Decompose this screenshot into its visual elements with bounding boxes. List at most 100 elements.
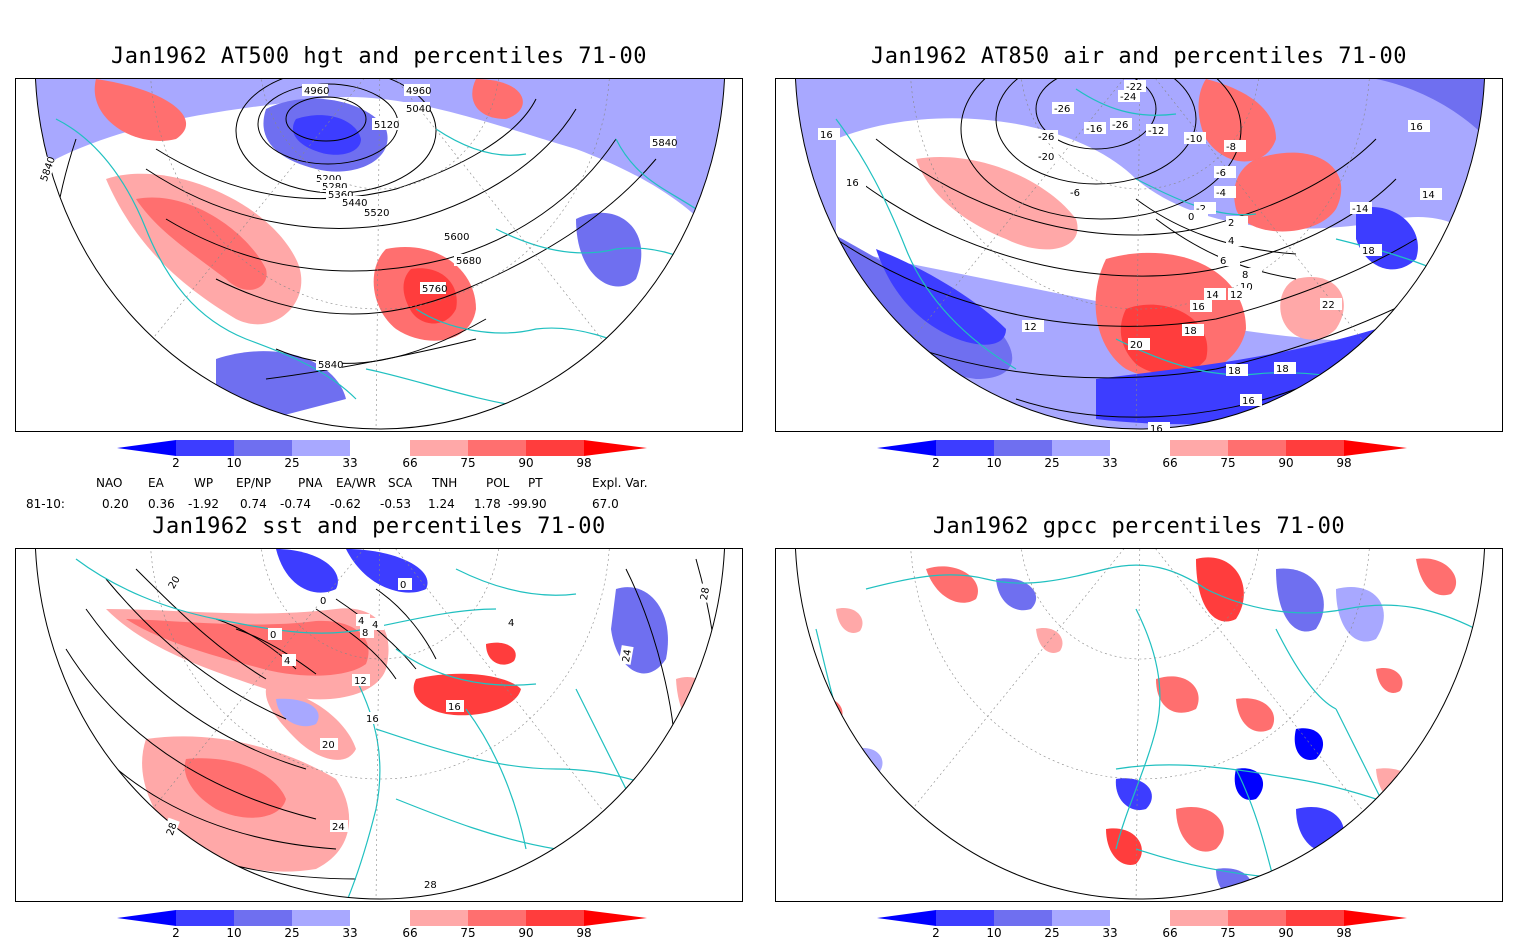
colorbar-bin	[1052, 910, 1110, 926]
contour-label: 22	[1322, 300, 1335, 311]
contour-label: 16	[1192, 302, 1205, 313]
contour-label: 16	[1150, 424, 1163, 432]
colorbar-bin	[936, 440, 994, 456]
colorbar-tick: 33	[1102, 926, 1118, 940]
map-sst-svg: 20 0 0 0 4 4 4 8 12 16 20 24 28 28 24 16…	[35, 549, 725, 900]
contour-label: 4	[508, 618, 514, 629]
contour-label: 18	[1228, 366, 1241, 377]
colorbar-bin	[1052, 440, 1110, 456]
teleconnection-indices: NAO EA WP EP/NP PNA EA/WR SCA TNH POL PT…	[0, 472, 720, 516]
colorbar-bin	[292, 440, 350, 456]
colorbar-bin	[468, 440, 526, 456]
colorbar-bin	[1286, 910, 1344, 926]
contour-label: 4	[358, 616, 364, 627]
contour-label: 28	[424, 880, 437, 891]
colorbar-bin	[117, 440, 176, 456]
index-value: -0.74	[280, 497, 312, 511]
contour-label: 5680	[456, 256, 481, 267]
contour-label: 0	[1188, 212, 1194, 223]
colorbar-bin	[292, 910, 350, 926]
colorbar-tick: 33	[342, 456, 358, 470]
colorbar-tick: 66	[1162, 926, 1178, 940]
colorbar-tick: 75	[1220, 456, 1236, 470]
contour-label: -6	[1216, 168, 1226, 179]
colorbar-bin	[176, 910, 234, 926]
index-value: 0.74	[240, 497, 267, 511]
colorbar-tick: 10	[986, 456, 1002, 470]
colorbar-tick: 98	[1336, 926, 1352, 940]
colorbar-tick: 75	[1220, 926, 1236, 940]
colorbar-bin	[350, 910, 410, 926]
contour-label: 5120	[374, 120, 399, 131]
colorbar-gpcc: 2 10 25 33 66 75 90 98	[877, 910, 1407, 950]
colorbar-tick: 25	[1044, 456, 1060, 470]
colorbar-tick: 2	[172, 926, 180, 940]
colorbar-tick: 90	[518, 456, 534, 470]
contour-label: 5520	[364, 208, 389, 219]
map-hgt500-svg: 4960 4960 5040 5120 5200 5280 5360 5440 …	[35, 79, 725, 430]
contour-label: 24	[621, 649, 634, 663]
colorbar-air850: 2 10 25 33 66 75 90 98	[877, 440, 1407, 480]
contour-label: 0	[270, 630, 276, 641]
contour-label: 24	[332, 822, 345, 833]
contour-label: -16	[1086, 124, 1102, 135]
colorbar-bin	[994, 910, 1052, 926]
contour-label: -2	[1196, 204, 1206, 215]
colorbar-bin	[1110, 910, 1170, 926]
contour-label: 16	[820, 130, 833, 141]
map-gpcc-svg	[795, 549, 1485, 900]
contour-label: 28	[699, 587, 712, 601]
contour-label: 5840	[318, 360, 343, 371]
colorbar-bin	[1228, 440, 1286, 456]
index-value: 67.0	[592, 497, 619, 511]
colorbar-tick: 66	[1162, 456, 1178, 470]
colorbar-tick: 75	[460, 456, 476, 470]
contour-label: 14	[1422, 190, 1435, 201]
colorbar-bin	[1170, 910, 1228, 926]
index-header: TNH	[432, 476, 458, 490]
colorbar-bin	[1286, 440, 1344, 456]
colorbar-tick: 10	[226, 926, 242, 940]
contour-label: 5280	[322, 182, 347, 193]
contour-label: 0	[320, 596, 326, 607]
map-panel-sst: 20 0 0 0 4 4 4 8 12 16 20 24 28 28 24 16…	[15, 548, 743, 902]
index-value: 1.24	[428, 497, 455, 511]
contour-label: -14	[1352, 204, 1368, 215]
colorbar-bin	[410, 440, 468, 456]
contour-label: 8	[1242, 270, 1248, 281]
colorbar-bin	[117, 910, 176, 926]
colorbar-bin	[350, 440, 410, 456]
colorbar-tick: 90	[1278, 456, 1294, 470]
contour-label: 5760	[422, 284, 447, 295]
contour-label: 16	[366, 714, 379, 725]
colorbar-tick: 10	[986, 926, 1002, 940]
panel-title-air850: Jan1962 AT850 air and percentiles 71-00	[870, 44, 1408, 69]
colorbar-tick: 2	[932, 926, 940, 940]
colorbar-tick: 2	[172, 456, 180, 470]
index-header: NAO	[96, 476, 123, 490]
contour-label: -26	[1054, 104, 1070, 115]
index-header: PNA	[298, 476, 323, 490]
index-value: -0.62	[330, 497, 362, 511]
colorbar-tick: 98	[576, 456, 592, 470]
panel-title-hgt500: Jan1962 AT500 hgt and percentiles 71-00	[110, 44, 648, 69]
index-header: Expl. Var.	[592, 476, 648, 490]
contour-label: 4960	[304, 86, 329, 97]
contour-label: 20	[1130, 340, 1143, 351]
colorbar-tick: 25	[284, 926, 300, 940]
panel-title-sst: Jan1962 sst and percentiles 71-00	[152, 514, 606, 539]
colorbar-bin	[877, 910, 936, 926]
colorbar-bin	[994, 440, 1052, 456]
index-value: -0.53	[380, 497, 412, 511]
contour-label: 12	[354, 676, 367, 687]
colorbar-bin	[1344, 910, 1407, 926]
colorbar-bin	[234, 910, 292, 926]
contour-label: 16	[846, 178, 859, 189]
colorbar-bin	[1170, 440, 1228, 456]
contour-label: 4	[372, 620, 378, 631]
contour-label: 16	[448, 702, 461, 713]
contour-label: 14	[1206, 290, 1219, 301]
index-value: -99.90	[508, 497, 547, 511]
index-value: -1.92	[188, 497, 220, 511]
contour-label: 20	[322, 740, 335, 751]
